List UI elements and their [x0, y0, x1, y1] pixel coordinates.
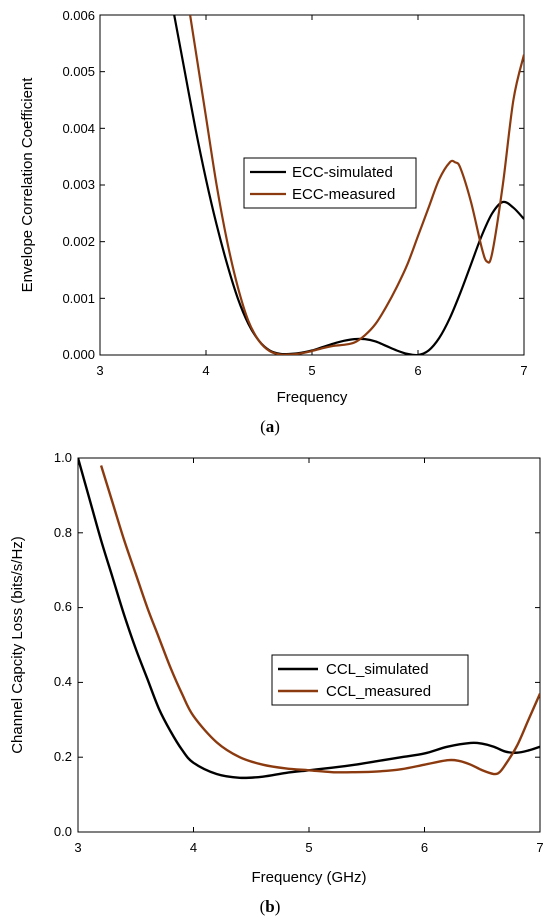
chart-b-series-line-measured — [99, 465, 540, 776]
chart-b-y-tick-label: 1.0 — [54, 450, 72, 465]
chart-a-y-axis-title: Envelope Correlation Coefficient — [19, 77, 36, 293]
chart-a-y-tick-label: 0.006 — [62, 8, 95, 23]
chart-a-x-tick-label: 3 — [96, 363, 103, 378]
chart-a-legend: ECC-simulated ECC-measured — [243, 157, 417, 209]
chart-a-y-tick-labels: 0.000 0.001 0.002 0.003 0.004 0.005 0.00… — [62, 8, 95, 362]
chart-b-plot-frame — [77, 457, 541, 833]
chart-b-caption: (b) — [260, 897, 281, 916]
chart-b-series-line-simulated — [78, 458, 540, 780]
chart-a-y-tick-label: 0.004 — [62, 121, 95, 136]
chart-a-legend-box — [243, 157, 417, 209]
chart-a-x-axis-title: Frequency — [277, 389, 348, 406]
chart-b-y-tick-label: 0.4 — [54, 674, 72, 689]
chart-a-y-tick-label: 0.000 — [62, 347, 95, 362]
chart-b-y-tick-label: 0.8 — [54, 525, 72, 540]
chart-b-series-group — [78, 458, 540, 780]
chart-a: 3 4 5 6 7 0.000 0.001 0.002 0.003 0.004 … — [19, 8, 528, 436]
chart-a-x-tick-label: 6 — [414, 363, 421, 378]
chart-b-x-tick-labels: 3 4 5 6 7 — [74, 840, 543, 855]
chart-b-x-tick-label: 3 — [74, 840, 81, 855]
chart-b-x-tick-label: 7 — [536, 840, 543, 855]
chart-a-x-tick-label: 4 — [202, 363, 209, 378]
chart-a-x-tick-label: 5 — [308, 363, 315, 378]
chart-a-x-tick-labels: 3 4 5 6 7 — [96, 363, 527, 378]
chart-b-y-tick-label: 0.6 — [54, 599, 72, 614]
chart-a-series-line-measured — [189, 15, 524, 355]
chart-a-caption: (a) — [260, 417, 280, 436]
chart-b-x-ticks — [77, 458, 541, 832]
chart-a-y-tick-label: 0.003 — [62, 177, 95, 192]
chart-b-y-ticks — [78, 457, 540, 833]
chart-b-y-tick-labels: 0.0 0.2 0.4 0.6 0.8 1.0 — [54, 450, 72, 839]
chart-a-y-tick-label: 0.001 — [62, 291, 95, 306]
chart-a-series-line-simulated — [173, 15, 524, 355]
chart-b-x-tick-label: 4 — [190, 840, 197, 855]
chart-b: 3 4 5 6 7 0.0 0.2 0.4 0.6 0.8 1.0 Freque… — [9, 450, 544, 916]
chart-b-legend-label-measured: CCL_measured — [326, 683, 431, 700]
chart-a-series-group — [173, 15, 524, 355]
chart-b-legend: CCL_simulated CCL_measured — [271, 654, 469, 706]
chart-b-legend-label-simulated: CCL_simulated — [326, 661, 429, 678]
chart-b-y-tick-label: 0.2 — [54, 749, 72, 764]
chart-a-legend-label-measured: ECC-measured — [292, 186, 395, 203]
chart-b-x-tick-label: 6 — [421, 840, 428, 855]
chart-b-x-axis-title: Frequency (GHz) — [251, 869, 366, 886]
chart-a-x-tick-label: 7 — [520, 363, 527, 378]
chart-a-y-tick-label: 0.005 — [62, 64, 95, 79]
chart-b-y-tick-label: 0.0 — [54, 824, 72, 839]
chart-b-y-axis-title: Channel Capcity Loss (bits/s/Hz) — [9, 536, 26, 754]
chart-a-y-tick-label: 0.002 — [62, 234, 95, 249]
chart-a-y-ticks — [100, 14, 524, 356]
chart-b-legend-box — [271, 654, 469, 706]
chart-a-legend-label-simulated: ECC-simulated — [292, 164, 393, 181]
chart-b-x-tick-label: 5 — [305, 840, 312, 855]
